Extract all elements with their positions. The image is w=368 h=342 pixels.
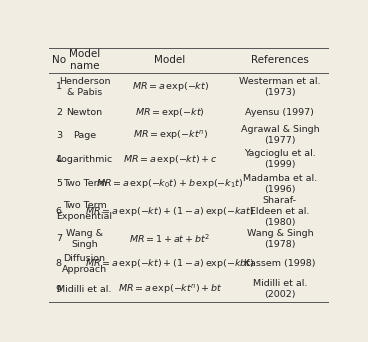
Text: $MR = a\,\mathrm{exp}(-kt^{n}) + bt$: $MR = a\,\mathrm{exp}(-kt^{n}) + bt$ — [118, 282, 222, 296]
Text: 2: 2 — [56, 108, 62, 117]
Text: Page: Page — [73, 131, 96, 140]
Text: Logarithmic: Logarithmic — [56, 155, 113, 163]
Text: Model: Model — [155, 55, 186, 65]
Text: Two Term
Exponential: Two Term Exponential — [57, 201, 113, 221]
Text: $MR = a\,\mathrm{exp}(-kt)$: $MR = a\,\mathrm{exp}(-kt)$ — [131, 80, 209, 93]
Text: References: References — [251, 55, 309, 65]
Text: $MR = a\,\mathrm{exp}(-kt) + (1-a)\,\mathrm{exp}(-kbt)$: $MR = a\,\mathrm{exp}(-kt) + (1-a)\,\mat… — [85, 258, 255, 271]
Text: Kassem (1998): Kassem (1998) — [244, 260, 316, 268]
Text: No: No — [52, 55, 66, 65]
Text: Ayensu (1997): Ayensu (1997) — [245, 108, 314, 117]
Text: 1: 1 — [56, 82, 62, 91]
Text: Sharaf-
Eldeen et al.
(1980): Sharaf- Eldeen et al. (1980) — [250, 196, 309, 227]
Text: Model
name: Model name — [69, 49, 100, 71]
Text: Yagcioglu et al.
(1999): Yagcioglu et al. (1999) — [244, 149, 316, 169]
Text: $MR = \mathrm{exp}(-kt)$: $MR = \mathrm{exp}(-kt)$ — [135, 106, 205, 119]
Text: $MR = 1 + at + bt^{2}$: $MR = 1 + at + bt^{2}$ — [130, 233, 211, 245]
Text: $MR = a\,\mathrm{exp}(-kt) + c$: $MR = a\,\mathrm{exp}(-kt) + c$ — [123, 153, 217, 166]
Text: $MR = a\,\mathrm{exp}(-k_{0}t) + b\,\mathrm{exp}(-k_{1}t)$: $MR = a\,\mathrm{exp}(-k_{0}t) + b\,\mat… — [96, 177, 244, 190]
Text: $MR = \mathrm{exp}(-kt^{n})$: $MR = \mathrm{exp}(-kt^{n})$ — [132, 128, 208, 142]
Text: Wang & Singh
(1978): Wang & Singh (1978) — [247, 229, 313, 249]
Text: Diffusion
Approach: Diffusion Approach — [62, 254, 107, 274]
Text: 8: 8 — [56, 260, 62, 268]
Text: Wang &
Singh: Wang & Singh — [66, 229, 103, 249]
Text: Westerman et al.
(1973): Westerman et al. (1973) — [239, 77, 321, 97]
Text: Midilli et al.: Midilli et al. — [57, 285, 112, 294]
Text: 9: 9 — [56, 285, 62, 294]
Text: 3: 3 — [56, 131, 62, 140]
Text: Two Term: Two Term — [63, 179, 106, 188]
Text: Newton: Newton — [67, 108, 103, 117]
Text: Agrawal & Singh
(1977): Agrawal & Singh (1977) — [241, 125, 319, 145]
Text: 5: 5 — [56, 179, 62, 188]
Text: 7: 7 — [56, 234, 62, 243]
Text: Midilli et al.
(2002): Midilli et al. (2002) — [253, 279, 307, 299]
Text: 4: 4 — [56, 155, 62, 163]
Text: Madamba et al.
(1996): Madamba et al. (1996) — [243, 173, 317, 194]
Text: Henderson
& Pabis: Henderson & Pabis — [59, 77, 110, 97]
Text: 6: 6 — [56, 207, 62, 216]
Text: $MR = a\,\mathrm{exp}(-kt) + (1-a)\,\mathrm{exp}(-kat)$: $MR = a\,\mathrm{exp}(-kt) + (1-a)\,\mat… — [85, 205, 255, 218]
